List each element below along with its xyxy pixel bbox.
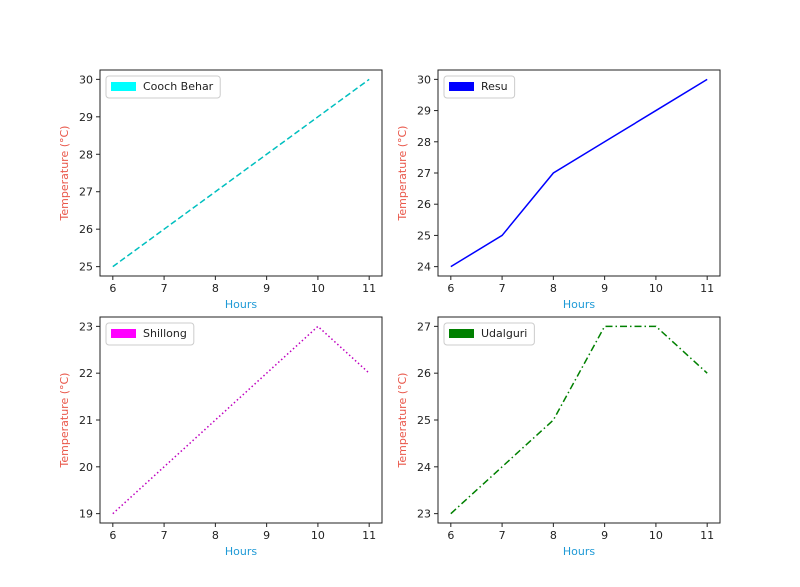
x-tick-label: 6	[109, 282, 116, 295]
x-tick-label: 9	[263, 529, 270, 542]
x-tick-label: 7	[161, 529, 168, 542]
x-tick-label: 9	[263, 282, 270, 295]
x-tick-label: 6	[447, 529, 454, 542]
legend-box	[443, 322, 535, 346]
y-tick-label: 27	[417, 167, 431, 180]
x-tick-label: 7	[499, 529, 506, 542]
x-axis-label: Hours	[563, 545, 595, 558]
y-tick-label: 27	[79, 186, 93, 199]
y-tick-label: 26	[79, 223, 93, 236]
x-tick-label: 6	[447, 282, 454, 295]
y-tick-label: 28	[417, 136, 431, 149]
legend-box	[443, 75, 516, 99]
axes-frame	[99, 316, 383, 524]
x-tick-label: 11	[362, 529, 376, 542]
legend-label: Udalguri	[481, 327, 527, 340]
y-tick-label: 24	[417, 261, 431, 274]
series-line	[450, 78, 708, 268]
x-tick-label: 9	[601, 282, 608, 295]
x-axis-label: Hours	[563, 298, 595, 311]
legend-label: Cooch Behar	[143, 80, 214, 93]
x-tick-label: 8	[550, 529, 557, 542]
y-axis-label: Temperature (°C)	[58, 126, 71, 222]
x-axis-label: Hours	[225, 545, 257, 558]
x-tick-label: 10	[649, 282, 663, 295]
y-axis-label: Temperature (°C)	[396, 126, 409, 222]
legend-swatch	[449, 329, 474, 338]
y-axis-label: Temperature (°C)	[396, 373, 409, 469]
x-tick-label: 8	[212, 529, 219, 542]
y-tick-label: 25	[417, 229, 431, 242]
y-tick-label: 25	[79, 261, 93, 274]
legend-label: Resu	[481, 80, 508, 93]
x-tick-label: 11	[700, 282, 714, 295]
legend-label: Shillong	[143, 327, 187, 340]
x-tick-label: 10	[311, 282, 325, 295]
y-tick-label: 21	[79, 414, 93, 427]
axes-frame	[437, 316, 721, 524]
x-tick-label: 8	[550, 282, 557, 295]
x-tick-label: 11	[362, 282, 376, 295]
y-tick-label: 30	[79, 73, 93, 86]
axes-frame	[99, 69, 383, 277]
y-tick-label: 22	[79, 367, 93, 380]
x-tick-label: 7	[499, 282, 506, 295]
y-tick-label: 23	[417, 508, 431, 521]
y-tick-label: 26	[417, 367, 431, 380]
x-tick-label: 11	[700, 529, 714, 542]
y-tick-label: 25	[417, 414, 431, 427]
y-tick-label: 20	[79, 461, 93, 474]
x-tick-label: 10	[649, 529, 663, 542]
y-tick-label: 24	[417, 461, 431, 474]
y-tick-label: 29	[417, 105, 431, 118]
legend-swatch	[111, 329, 136, 338]
x-tick-label: 10	[311, 529, 325, 542]
series-line	[450, 325, 708, 515]
y-tick-label: 27	[417, 320, 431, 333]
series-line	[112, 78, 370, 268]
legend-box	[105, 322, 195, 346]
y-tick-label: 30	[417, 73, 431, 86]
y-axis-label: Temperature (°C)	[58, 373, 71, 469]
y-tick-label: 26	[417, 198, 431, 211]
axes-frame	[437, 69, 721, 277]
legend-box	[105, 75, 221, 99]
y-tick-label: 28	[79, 148, 93, 161]
x-tick-label: 7	[161, 282, 168, 295]
x-tick-label: 9	[601, 529, 608, 542]
legend-swatch	[111, 82, 136, 91]
x-axis-label: Hours	[225, 298, 257, 311]
y-tick-label: 23	[79, 320, 93, 333]
x-tick-label: 6	[109, 529, 116, 542]
y-tick-label: 29	[79, 111, 93, 124]
series-line	[112, 325, 370, 515]
legend-swatch	[449, 82, 474, 91]
x-tick-label: 8	[212, 282, 219, 295]
y-tick-label: 19	[79, 508, 93, 521]
